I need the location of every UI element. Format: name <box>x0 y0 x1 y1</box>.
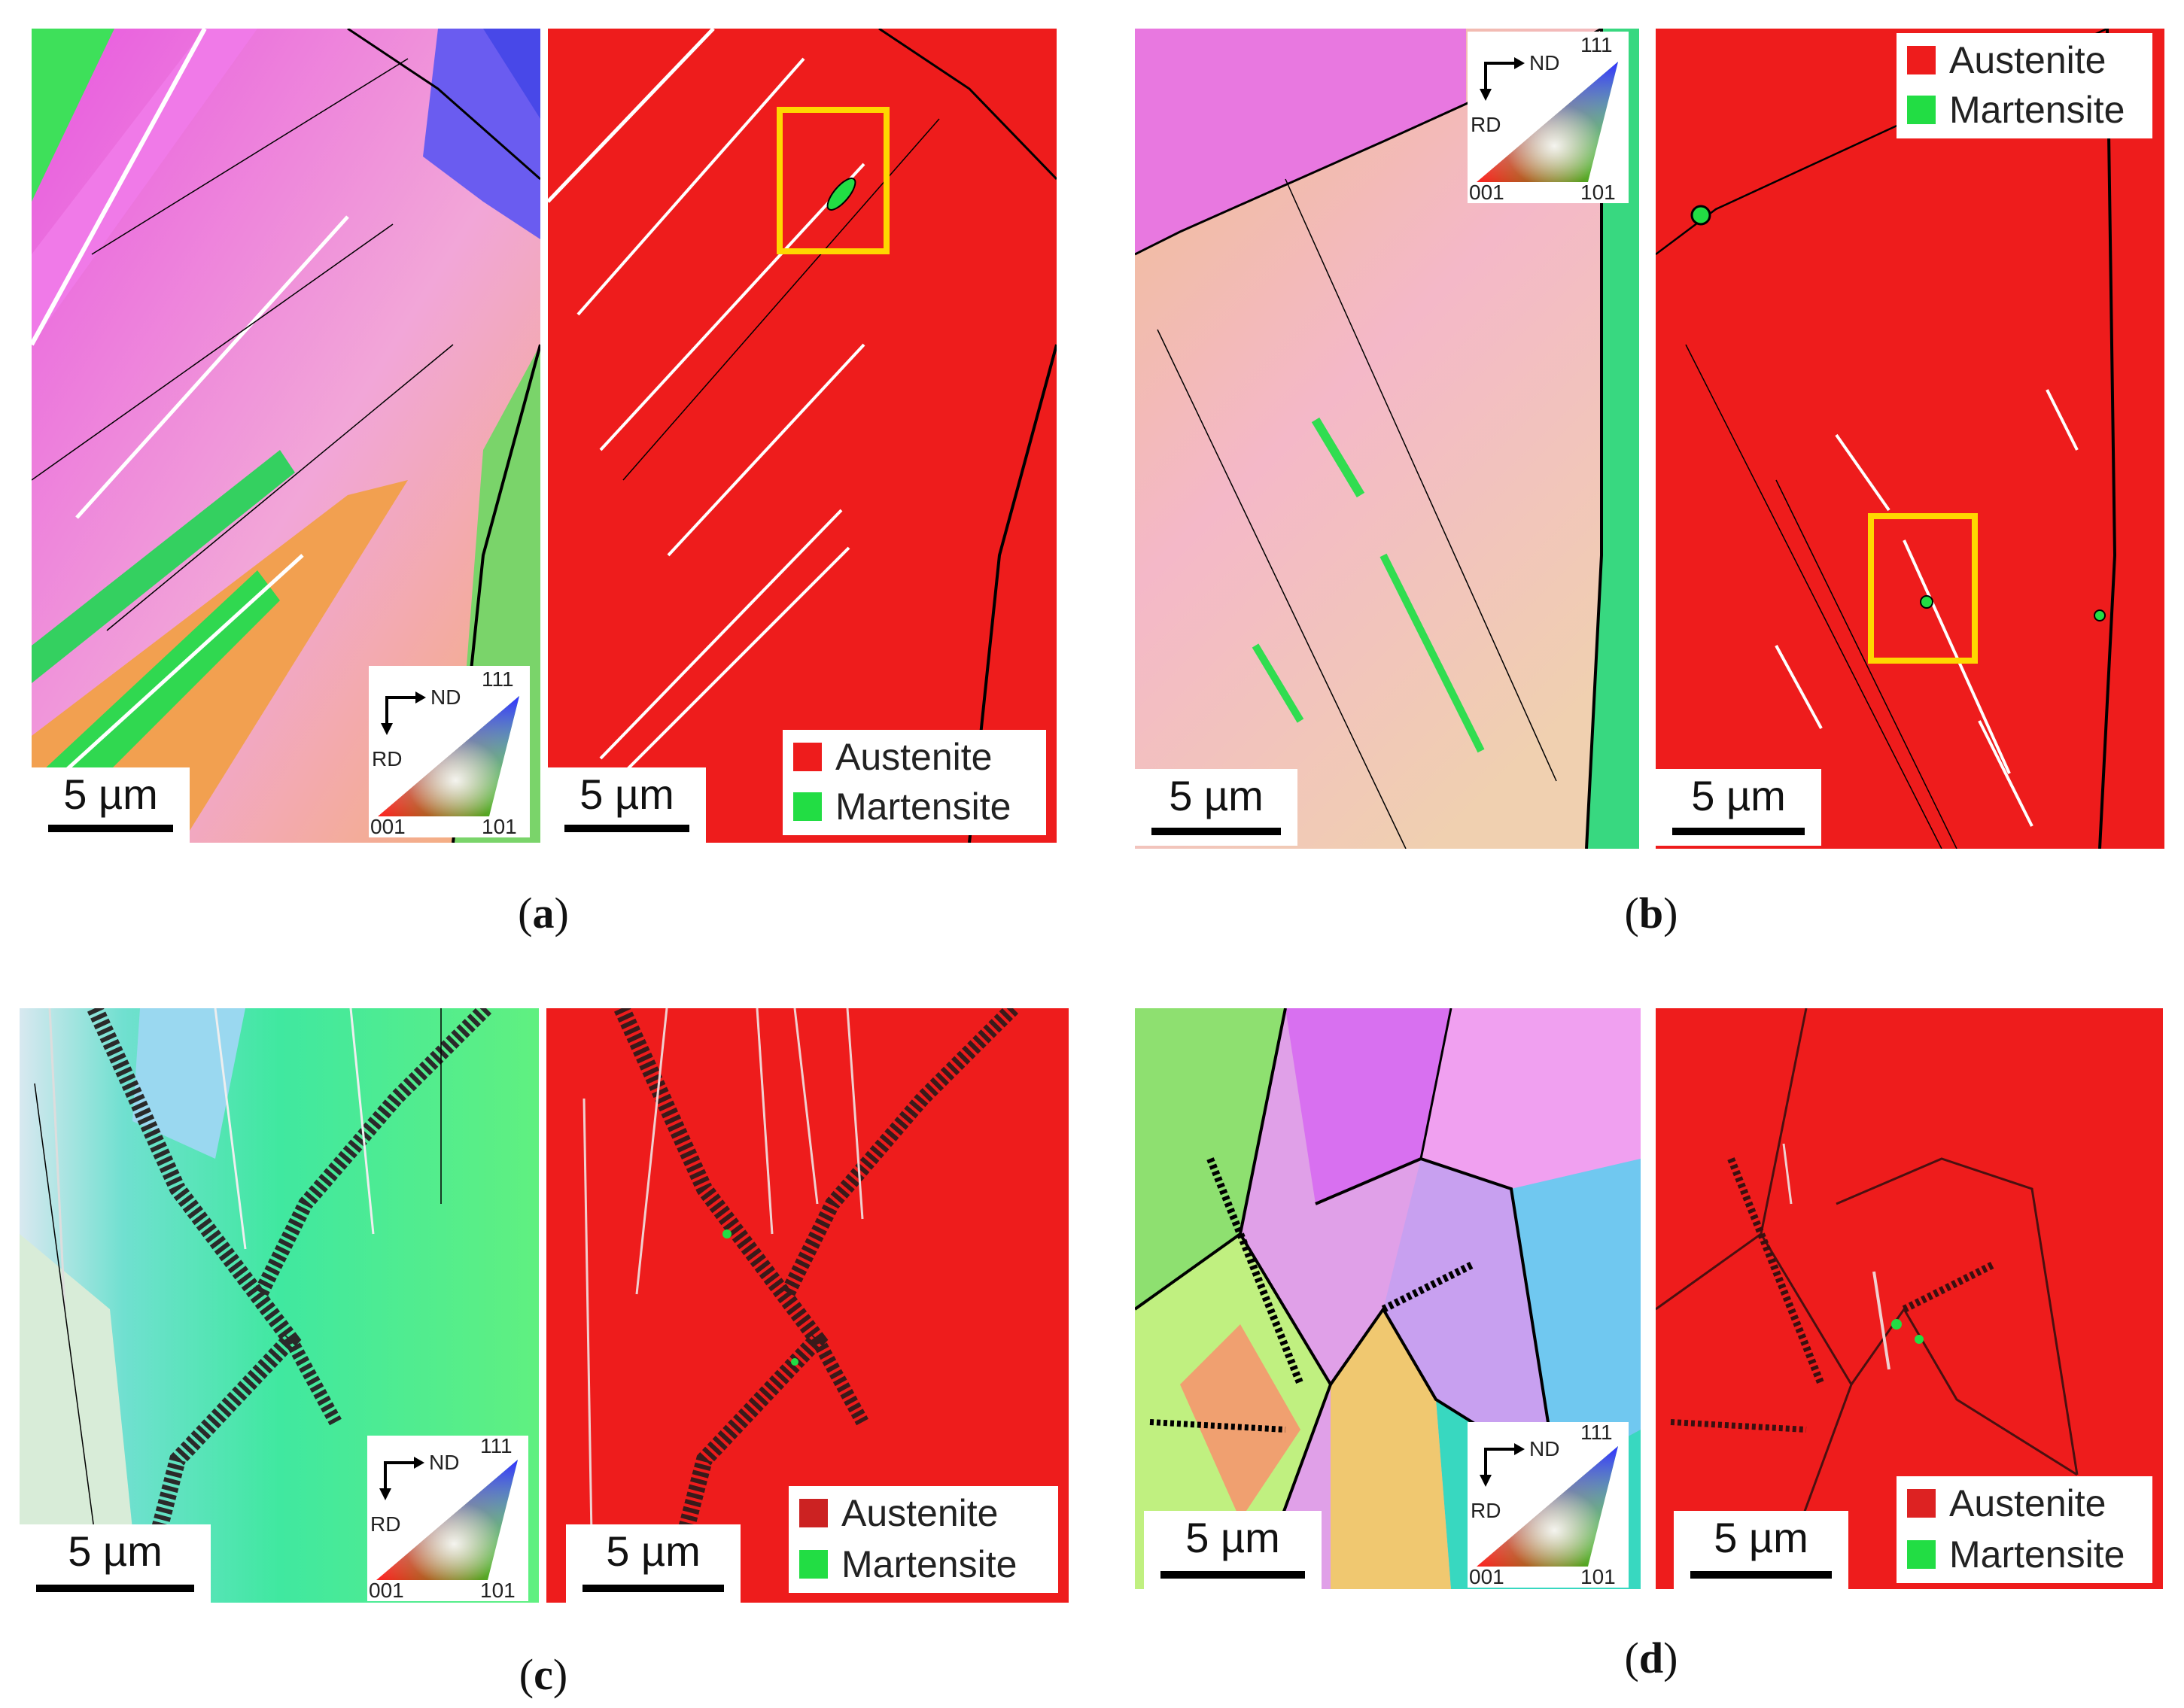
scale-bar-label: 5 µm <box>68 1527 163 1575</box>
ipf-color-key-c: ND RD 111 001 101 <box>367 1436 528 1601</box>
legend-label-martensite: Martensite <box>841 1543 1017 1585</box>
scale-bar-ipf-d: 5 µm <box>1144 1511 1322 1589</box>
legend-item-martensite: Martensite <box>799 1543 1017 1585</box>
scale-bar-label: 5 µm <box>1169 772 1264 819</box>
caption-b: (b) <box>1624 889 1678 938</box>
ipf-key-nd-label: ND <box>430 685 461 709</box>
phase-map-b <box>1656 29 2164 849</box>
ipf-color-key-b: ND RD 111 001 101 <box>1468 32 1629 203</box>
ipf-key-nd-label: ND <box>1529 1437 1560 1460</box>
ipf-key-rd-label: RD <box>1471 1499 1501 1522</box>
scale-bar-label: 5 µm <box>579 770 674 818</box>
scale-bar-label: 5 µm <box>1185 1514 1280 1561</box>
legend-item-martensite: Martensite <box>793 786 1011 828</box>
ipf-key-101-label: 101 <box>1580 1565 1616 1588</box>
martensite-swatch <box>799 1550 828 1579</box>
ipf-key-111-label: 111 <box>1580 33 1613 56</box>
legend-label-austenite: Austenite <box>1949 1482 2106 1524</box>
ipf-key-101-label: 101 <box>480 1579 516 1602</box>
ipf-key-101-label: 101 <box>1580 181 1616 204</box>
scale-bar-label: 5 µm <box>63 770 158 818</box>
scale-bar-phase-c: 5 µm <box>566 1524 741 1603</box>
martensite-swatch <box>1907 96 1936 124</box>
scale-bar-line <box>1690 1571 1832 1579</box>
ipf-key-111-label: 111 <box>1580 1421 1613 1444</box>
scale-bar-ipf-b: 5 µm <box>1135 769 1297 846</box>
ipf-key-111-label: 111 <box>480 1434 513 1457</box>
scale-bar-line <box>564 825 689 832</box>
ipf-key-001-label: 001 <box>369 1579 404 1602</box>
scale-bar-phase-a: 5 µm <box>548 767 706 843</box>
ipf-map-d <box>1135 1008 1641 1589</box>
legend-item-austenite: Austenite <box>1907 39 2106 81</box>
highlight-box-b <box>1868 513 1978 664</box>
scale-bar-label: 5 µm <box>1691 772 1786 819</box>
phase-legend-d: Austenite Martensite <box>1897 1476 2152 1583</box>
scale-bar-phase-d: 5 µm <box>1674 1511 1848 1589</box>
austenite-swatch <box>799 1499 828 1527</box>
ipf-key-rd-label: RD <box>370 1512 401 1536</box>
legend-label-martensite: Martensite <box>1949 89 2125 131</box>
legend-label-austenite: Austenite <box>841 1492 999 1534</box>
caption-letter: c <box>534 1650 553 1699</box>
ipf-key-nd-label: ND <box>1529 51 1560 74</box>
caption-letter: a <box>532 889 555 938</box>
scale-bar-ipf-a: 5 µm <box>32 767 190 843</box>
ipf-key-101-label: 101 <box>482 815 517 838</box>
legend-item-martensite: Martensite <box>1907 1533 2125 1576</box>
scale-bar-line <box>583 1585 724 1592</box>
legend-label-austenite: Austenite <box>1949 39 2106 81</box>
ipf-key-111-label: 111 <box>482 667 514 691</box>
ipf-color-key-d: ND RD 111 001 101 <box>1468 1422 1629 1588</box>
ipf-key-nd-label: ND <box>429 1451 460 1474</box>
austenite-swatch <box>793 743 822 771</box>
scale-bar-line <box>36 1585 194 1592</box>
ipf-key-001-label: 001 <box>1469 1565 1504 1588</box>
ipf-key-001-label: 001 <box>370 815 406 838</box>
legend-item-austenite: Austenite <box>793 736 992 778</box>
scale-bar-line <box>48 825 173 832</box>
ipf-map-a <box>32 29 540 843</box>
legend-item-austenite: Austenite <box>799 1492 998 1534</box>
caption-d: (d) <box>1624 1634 1678 1682</box>
phase-legend-c: Austenite Martensite <box>789 1486 1058 1593</box>
caption-letter: b <box>1638 889 1664 938</box>
martensite-swatch <box>1907 1540 1936 1569</box>
caption-letter: d <box>1638 1634 1664 1682</box>
phase-legend-b: Austenite Martensite <box>1897 33 2152 138</box>
austenite-swatch <box>1907 1489 1936 1518</box>
ipf-key-rd-label: RD <box>1471 113 1501 136</box>
scale-bar-line <box>1151 828 1281 835</box>
legend-label-martensite: Martensite <box>1949 1533 2125 1576</box>
scale-bar-phase-b: 5 µm <box>1656 769 1821 846</box>
phase-legend-a: Austenite Martensite <box>783 730 1046 835</box>
scale-bar-label: 5 µm <box>1714 1514 1808 1561</box>
legend-label-martensite: Martensite <box>835 786 1011 828</box>
ipf-key-rd-label: RD <box>372 747 403 770</box>
caption-c: (c) <box>519 1650 568 1699</box>
scale-bar-ipf-c: 5 µm <box>20 1524 211 1603</box>
phase-map-a <box>548 29 1057 843</box>
highlight-box-a <box>777 107 890 254</box>
scale-bar-line <box>1160 1571 1305 1579</box>
caption-a: (a) <box>518 889 569 938</box>
martensite-swatch <box>793 792 822 821</box>
legend-item-martensite: Martensite <box>1907 89 2125 131</box>
scale-bar-line <box>1672 828 1805 835</box>
scale-bar-label: 5 µm <box>606 1527 701 1575</box>
legend-item-austenite: Austenite <box>1907 1482 2106 1524</box>
ipf-key-001-label: 001 <box>1469 181 1504 204</box>
austenite-swatch <box>1907 46 1936 74</box>
ipf-color-key-a: ND RD 111 001 101 <box>369 666 530 837</box>
legend-label-austenite: Austenite <box>835 736 993 778</box>
